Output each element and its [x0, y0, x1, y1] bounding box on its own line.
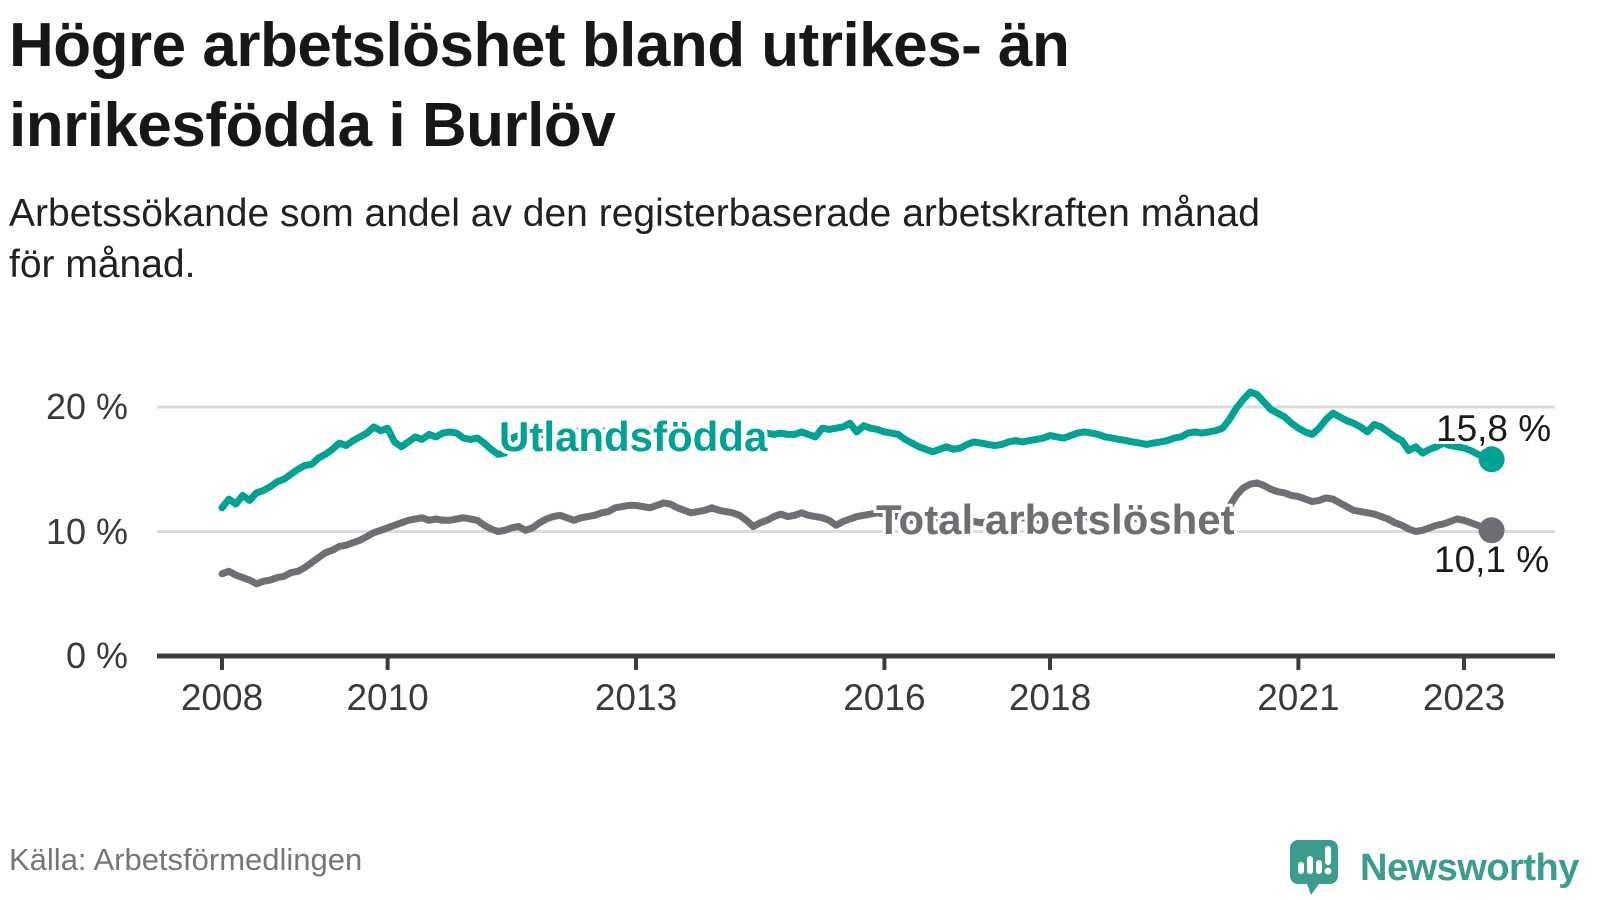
end-value-label-total: 10,1 %: [1434, 539, 1550, 580]
y-tick-label: 0 %: [65, 635, 128, 676]
source-note: Källa: Arbetsförmedlingen: [9, 842, 363, 877]
chart-title-line1: Högre arbetslöshet bland utrikes- än: [9, 11, 1070, 80]
x-tick-label: 2008: [180, 677, 264, 718]
gridlines: [157, 405, 1555, 659]
x-tick-label: 2021: [1257, 677, 1340, 718]
chart-subtitle-line2: för månad.: [9, 243, 196, 286]
series-line-utlandsfodda: [218, 388, 1496, 512]
series-lines: [218, 388, 1505, 588]
x-tick-label: 2023: [1422, 677, 1506, 718]
series-line-total: [218, 479, 1496, 588]
y-tick-label: 10 %: [45, 510, 128, 552]
chart-subtitle-line1: Arbetssökande som andel av den registerb…: [9, 192, 1260, 235]
chart-subtitle: Arbetssökande som andel av den registerb…: [9, 188, 1569, 290]
series-end-dot-total: [1478, 517, 1505, 544]
x-tick-label: 2013: [594, 677, 678, 718]
x-tick-label: 2016: [843, 677, 926, 718]
chart-title: Högre arbetslöshet bland utrikes- än inri…: [9, 6, 1409, 166]
newsworthy-icon: [1290, 840, 1338, 895]
x-tick-label: 2018: [1008, 677, 1092, 718]
series-label-utlandsfodda: Utlandsfödda: [499, 413, 768, 460]
series-end-dot-utlandsfodda: [1478, 446, 1505, 473]
x-axis-ticks: [220, 656, 1466, 670]
y-tick-label: 20 %: [45, 386, 128, 427]
series-label-total-arbetsloshet: Total arbetslöshet: [876, 496, 1235, 543]
newsworthy-wordmark: Newsworthy: [1360, 846, 1579, 889]
x-tick-label: 2010: [346, 677, 429, 718]
end-value-label-utlandsfodda: 15,8 %: [1436, 408, 1552, 449]
chart-title-line2: inrikesfödda i Burlöv: [9, 91, 616, 160]
newsworthy-logo: Newsworthy: [1288, 838, 1579, 898]
